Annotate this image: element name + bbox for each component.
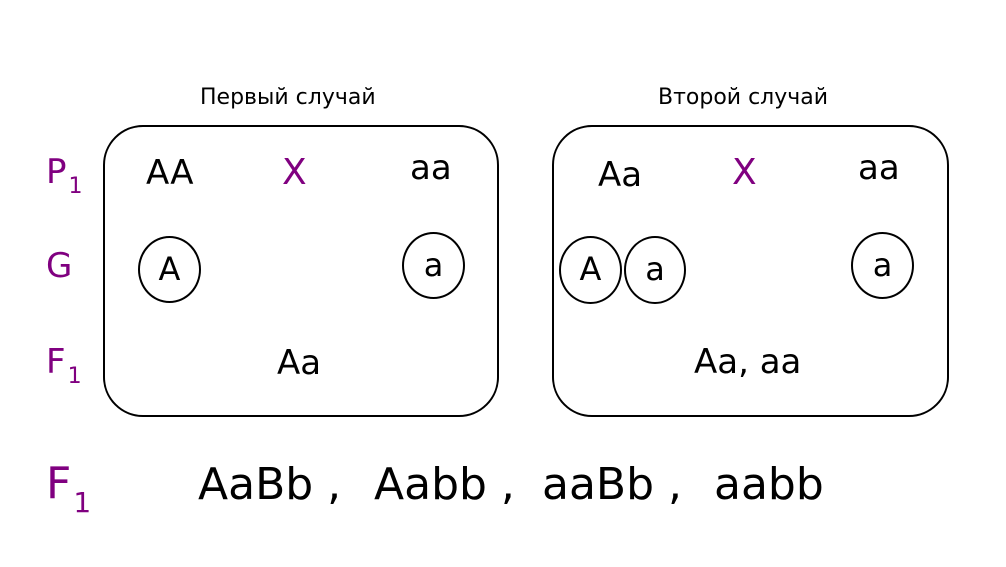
summary-genotype-1: AaBb , [198, 459, 342, 510]
case-2-offspring: Aa, aa [694, 342, 802, 382]
summary-genotype-2: Aabb , [374, 459, 515, 510]
case-1-gamete-right-1: a [402, 232, 465, 299]
summary-label-f1: F1 [46, 458, 92, 519]
case-2-cross-symbol: X [732, 152, 757, 193]
case-1-box [103, 125, 499, 417]
row-label-p1: P1 [46, 152, 83, 199]
row-label-f1: F1 [46, 342, 82, 389]
case-2-box [552, 125, 949, 417]
case-2-gamete-left-2: a [624, 236, 686, 304]
case-2-title: Второй случай [658, 85, 829, 110]
row-label-g: G [46, 246, 73, 286]
case-2-gamete-right-1: a [851, 232, 914, 299]
summary-genotype-3: aaBb , [542, 459, 683, 510]
summary-genotype-4: aabb [714, 459, 824, 510]
case-2-gamete-left-1: A [559, 236, 622, 304]
case-2-parent1: Aa [598, 155, 643, 195]
case-1-parent1: AA [146, 153, 194, 193]
case-1-cross-symbol: X [282, 152, 307, 193]
case-1-gamete-left-1: A [138, 236, 201, 303]
case-1-title: Первый случай [200, 85, 376, 110]
case-1-parent2: aa [410, 148, 452, 188]
case-1-offspring: Aa [277, 343, 322, 383]
case-2-parent2: aa [858, 148, 900, 188]
